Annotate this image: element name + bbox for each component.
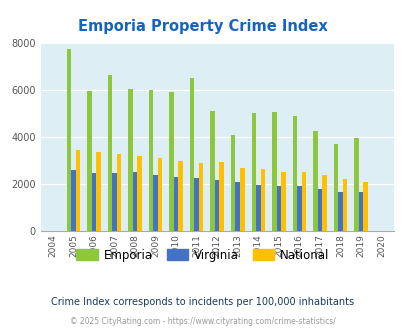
Bar <box>173 177 178 231</box>
Bar <box>260 169 264 231</box>
Bar <box>149 90 153 231</box>
Bar <box>353 138 358 231</box>
Bar <box>276 186 280 231</box>
Bar <box>358 192 362 231</box>
Bar <box>321 175 326 231</box>
Bar <box>198 163 203 231</box>
Bar <box>71 170 75 231</box>
Bar <box>132 172 137 231</box>
Bar <box>296 186 301 231</box>
Bar <box>219 162 224 231</box>
Bar <box>251 114 256 231</box>
Text: © 2025 CityRating.com - https://www.cityrating.com/crime-statistics/: © 2025 CityRating.com - https://www.city… <box>70 317 335 326</box>
Bar <box>317 189 321 231</box>
Bar <box>178 161 183 231</box>
Bar <box>194 178 198 231</box>
Bar <box>292 116 296 231</box>
Bar <box>112 173 117 231</box>
Bar <box>271 112 276 231</box>
Bar <box>210 111 214 231</box>
Bar <box>312 131 317 231</box>
Bar <box>256 185 260 231</box>
Bar <box>230 135 235 231</box>
Bar <box>333 144 337 231</box>
Text: Emporia Property Crime Index: Emporia Property Crime Index <box>78 19 327 34</box>
Bar <box>96 152 100 231</box>
Bar <box>239 168 244 231</box>
Bar <box>280 172 285 231</box>
Bar <box>235 182 239 231</box>
Bar <box>128 89 132 231</box>
Bar <box>117 154 121 231</box>
Bar <box>214 181 219 231</box>
Legend: Emporia, Virginia, National: Emporia, Virginia, National <box>72 244 333 266</box>
Bar <box>137 156 141 231</box>
Bar <box>153 175 158 231</box>
Bar <box>169 92 173 231</box>
Text: Crime Index corresponds to incidents per 100,000 inhabitants: Crime Index corresponds to incidents per… <box>51 297 354 307</box>
Bar <box>66 49 71 231</box>
Bar <box>301 172 305 231</box>
Bar <box>337 192 342 231</box>
Bar <box>158 158 162 231</box>
Bar <box>362 182 367 231</box>
Bar <box>92 173 96 231</box>
Bar <box>87 91 92 231</box>
Bar <box>107 75 112 231</box>
Bar <box>190 78 194 231</box>
Bar <box>75 150 80 231</box>
Bar <box>342 179 346 231</box>
